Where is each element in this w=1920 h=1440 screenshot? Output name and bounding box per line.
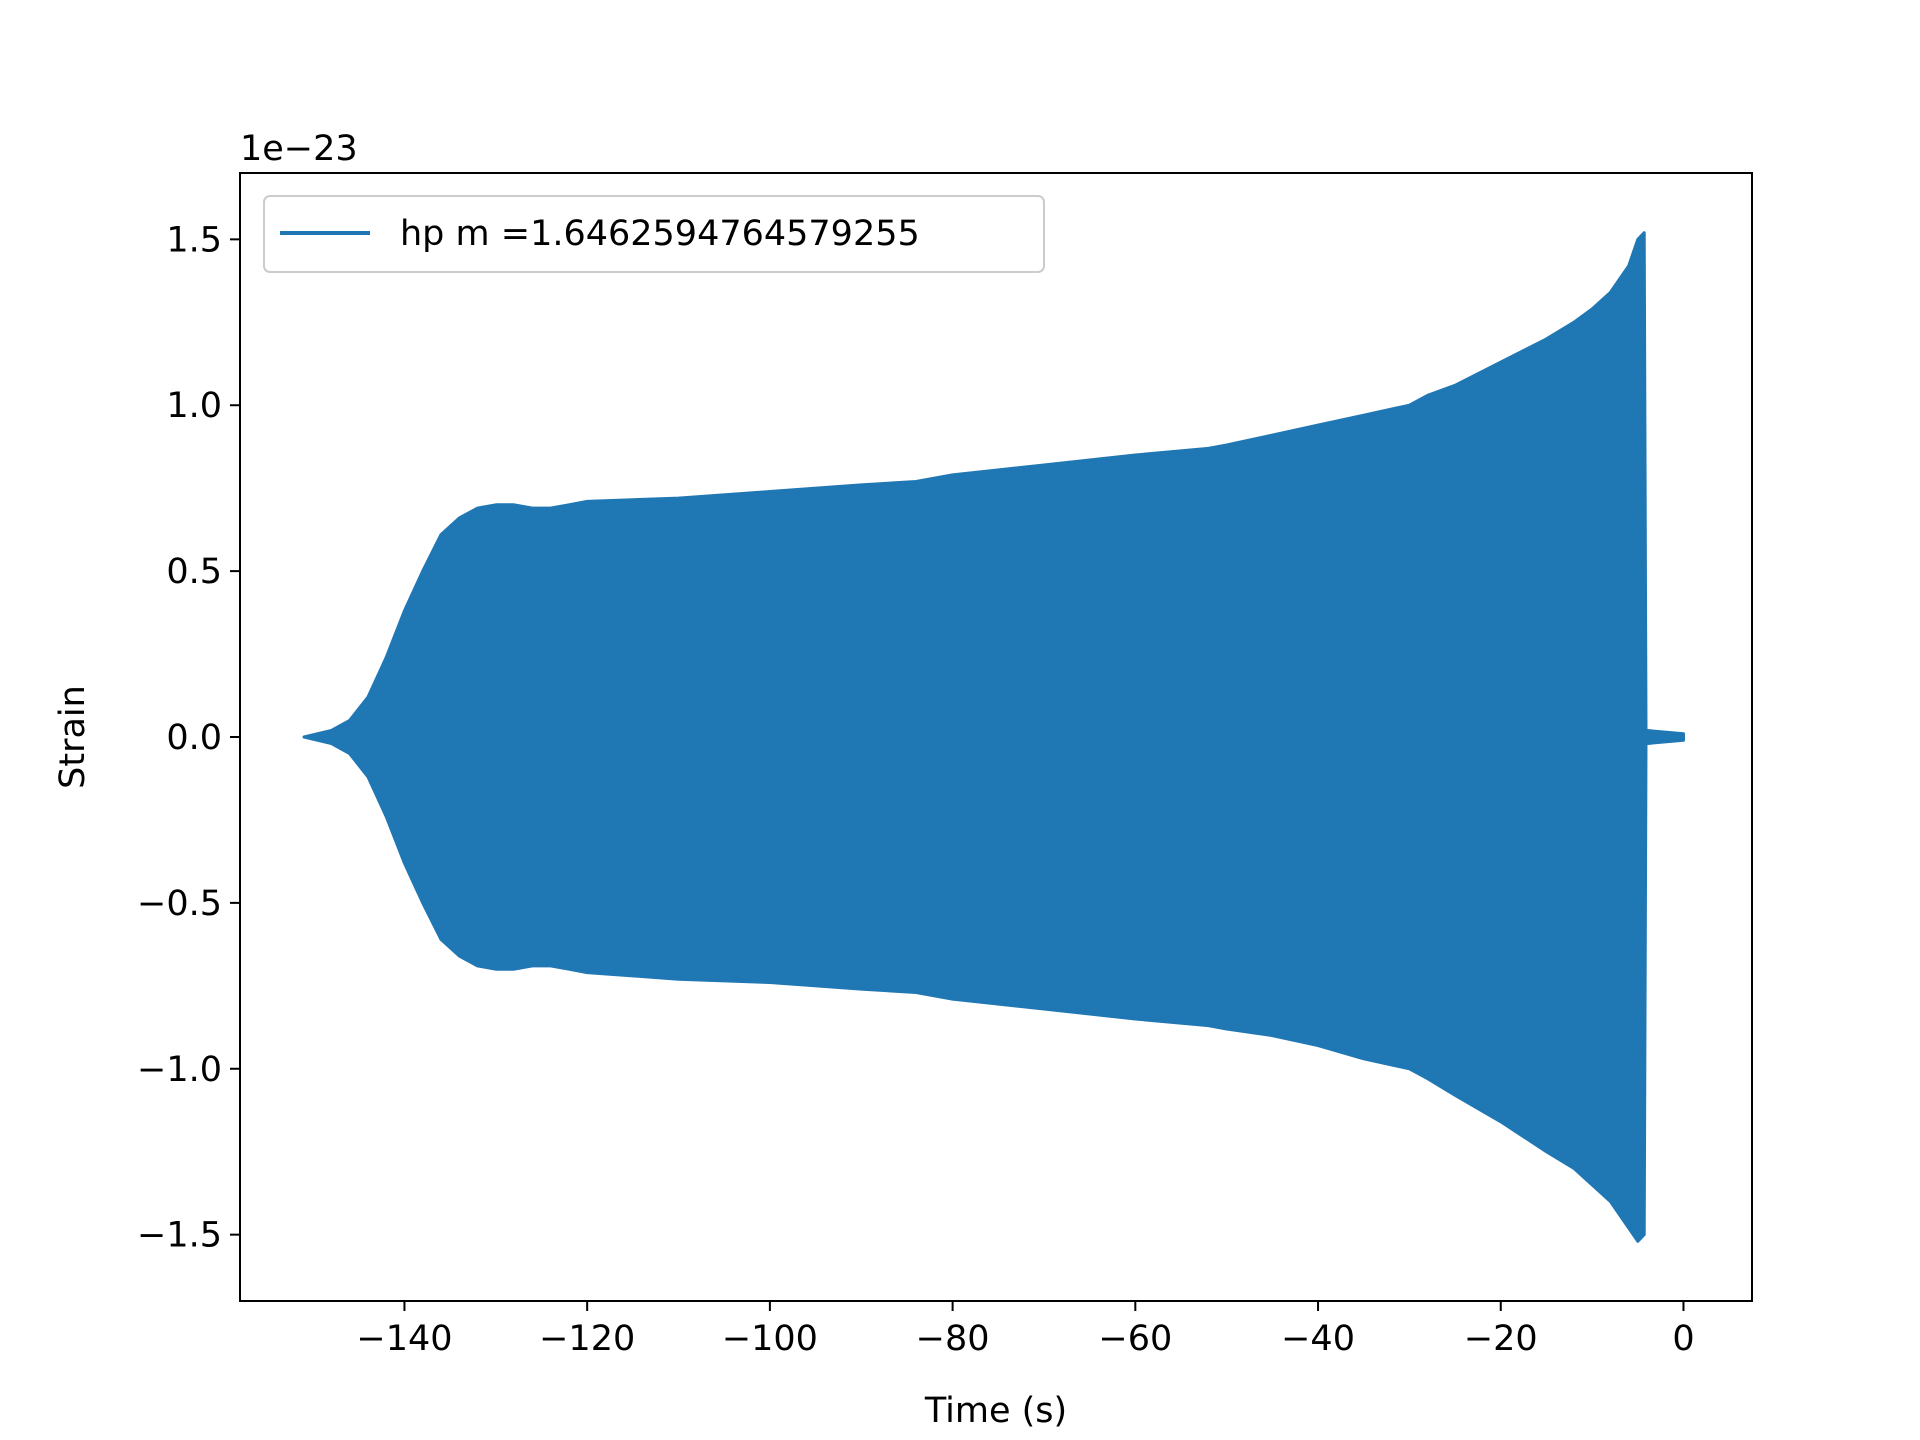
x-tick-label: −100 bbox=[722, 1319, 818, 1359]
x-axis-label: Time (s) bbox=[924, 1391, 1067, 1431]
y-tick-label: −1.0 bbox=[137, 1050, 222, 1090]
plot-series bbox=[302, 231, 1685, 1243]
x-tick-label: −20 bbox=[1464, 1319, 1538, 1359]
y-tick-label: 1.0 bbox=[166, 386, 222, 426]
x-tick-label: −140 bbox=[356, 1319, 452, 1359]
y-tick-label: −0.5 bbox=[137, 884, 222, 924]
y-offset-label: 1e−23 bbox=[240, 129, 358, 169]
x-tick-label: −60 bbox=[1098, 1319, 1172, 1359]
legend-box bbox=[263, 195, 1045, 273]
y-axis-label: Strain bbox=[53, 685, 93, 789]
y-tick-label: 0.5 bbox=[166, 552, 222, 592]
y-axis: 1.5 1.0 0.5 0.0 −0.5 −1.0 −1.5 bbox=[137, 220, 240, 1256]
x-tick-label: 0 bbox=[1672, 1319, 1694, 1359]
x-tick-label: −80 bbox=[916, 1319, 990, 1359]
legend-entry-label: hp m =1.6462594764579255 bbox=[400, 214, 920, 254]
series-hp-envelope bbox=[302, 231, 1685, 1243]
x-axis: −140 −120 −100 −80 −60 −40 −20 0 bbox=[356, 1301, 1695, 1359]
x-tick-label: −40 bbox=[1281, 1319, 1355, 1359]
y-tick-label: 0.0 bbox=[166, 718, 222, 758]
x-tick-label: −120 bbox=[539, 1319, 635, 1359]
y-tick-label: −1.5 bbox=[137, 1216, 222, 1256]
legend: hp m =1.6462594764579255 bbox=[263, 195, 1045, 273]
y-tick-label: 1.5 bbox=[166, 220, 222, 260]
